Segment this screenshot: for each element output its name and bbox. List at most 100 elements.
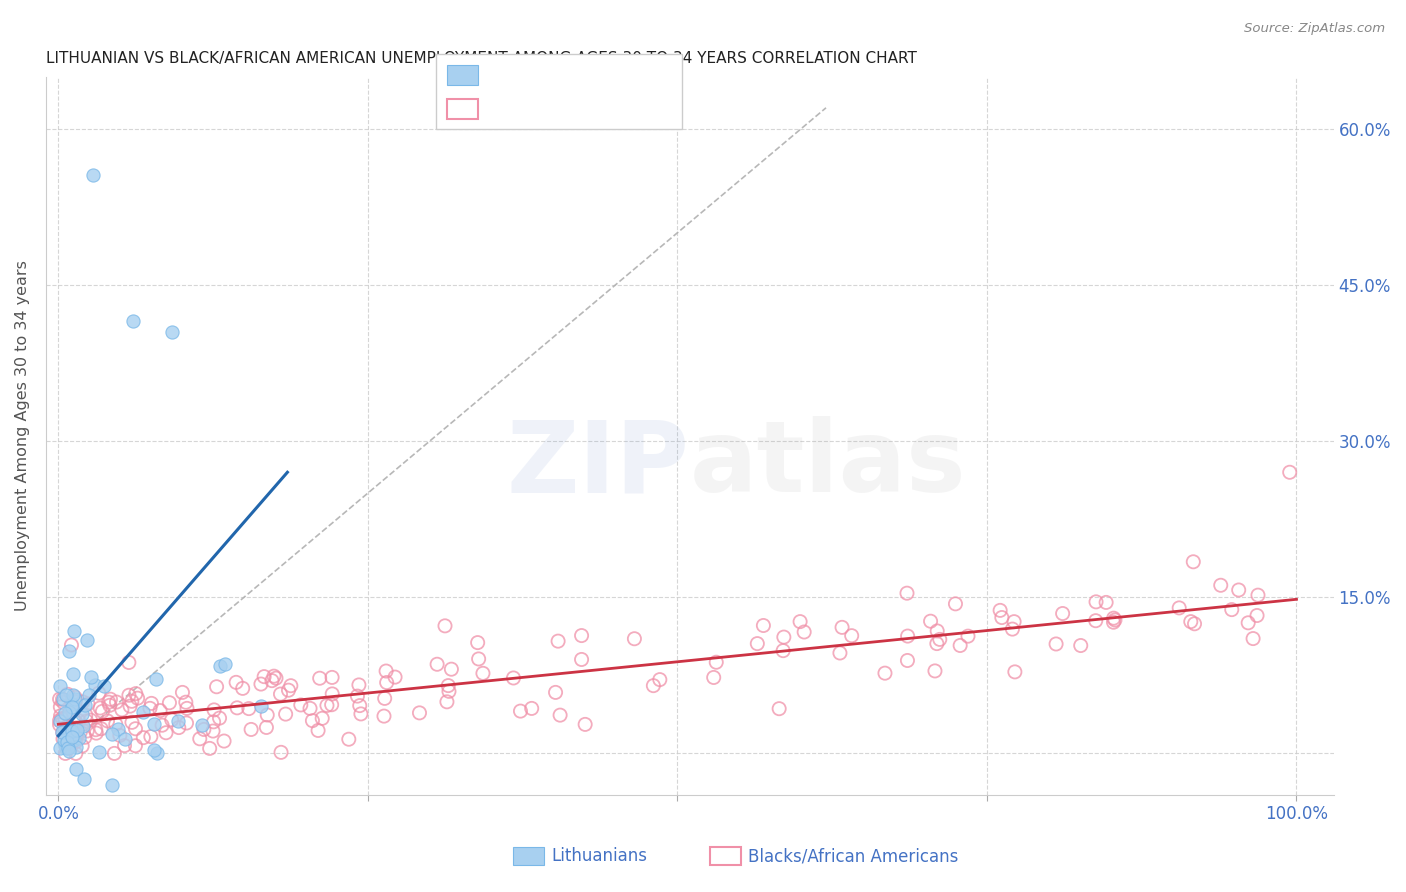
Point [101, 778, 124, 792]
Point [198, 741, 221, 756]
Point [70, 739, 93, 753]
Point [1084, 614, 1107, 628]
Text: 0.779: 0.779 [520, 97, 574, 115]
Point [66, 723, 89, 737]
Point [124, 722, 146, 736]
Text: Source: ZipAtlas.com: Source: ZipAtlas.com [1244, 22, 1385, 36]
Point [193, 723, 215, 737]
Point [1184, 616, 1206, 631]
Point [172, 685, 194, 699]
Point [426, 657, 449, 672]
Point [48, 714, 70, 728]
Point [162, 325, 184, 339]
Point [260, 673, 283, 688]
Point [927, 624, 949, 638]
Point [82, 169, 104, 183]
Point [1220, 602, 1243, 616]
Point [437, 684, 460, 698]
Point [1045, 637, 1067, 651]
Point [155, 725, 177, 739]
Point [52, 725, 75, 739]
Point [772, 643, 794, 657]
Point [48, 741, 70, 756]
Point [208, 711, 231, 725]
Point [48, 692, 70, 706]
Point [301, 714, 323, 728]
Point [238, 701, 260, 715]
Point [79, 713, 101, 727]
Point [214, 657, 236, 671]
Text: N =: N = [591, 97, 638, 115]
Point [321, 687, 343, 701]
Point [256, 708, 278, 723]
Point [574, 717, 596, 731]
Point [108, 728, 131, 742]
Point [1002, 615, 1025, 629]
Point [67, 714, 90, 728]
Point [264, 671, 287, 685]
Point [1246, 608, 1268, 623]
Point [48, 717, 70, 731]
Point [114, 732, 136, 747]
Point [52, 695, 75, 709]
Point [321, 670, 343, 684]
Point [232, 681, 254, 696]
Point [337, 732, 360, 747]
Point [75, 708, 97, 723]
Text: LITHUANIAN VS BLACK/AFRICAN AMERICAN UNEMPLOYMENT AMONG AGES 30 TO 34 YEARS CORR: LITHUANIAN VS BLACK/AFRICAN AMERICAN UNE… [46, 51, 917, 66]
Point [60, 700, 83, 714]
Point [56, 719, 79, 733]
Point [70, 707, 93, 722]
Point [66, 727, 89, 741]
Point [63, 692, 86, 706]
Point [209, 659, 232, 673]
Point [121, 694, 143, 708]
Point [143, 743, 166, 757]
Point [159, 696, 181, 710]
Point [105, 695, 128, 709]
Point [60, 723, 83, 738]
Point [321, 698, 343, 712]
Point [1102, 615, 1125, 630]
Point [1278, 465, 1301, 479]
Point [509, 704, 531, 718]
Point [97, 695, 120, 709]
Point [408, 706, 430, 720]
Point [49, 679, 72, 693]
Point [58, 744, 80, 758]
Point [143, 717, 166, 731]
Point [440, 662, 463, 676]
Text: R =: R = [489, 63, 526, 81]
Point [928, 632, 950, 647]
Point [96, 714, 118, 728]
Point [374, 691, 396, 706]
Point [55, 689, 77, 703]
Point [72, 719, 94, 733]
Point [63, 726, 86, 740]
Point [141, 697, 163, 711]
Point [240, 723, 263, 737]
Point [125, 687, 148, 701]
Point [63, 733, 86, 747]
Point [98, 698, 121, 713]
Point [1004, 665, 1026, 679]
Point [107, 722, 129, 736]
Point [290, 698, 312, 712]
Point [77, 697, 100, 711]
Point [63, 694, 86, 708]
Point [316, 698, 339, 713]
Point [60, 697, 83, 711]
Point [87, 686, 110, 700]
Point [56, 740, 79, 755]
Point [437, 679, 460, 693]
Point [349, 698, 371, 713]
Point [84, 723, 107, 737]
Point [623, 632, 645, 646]
Point [176, 701, 198, 715]
Point [62, 666, 84, 681]
Point [436, 695, 458, 709]
Point [1227, 582, 1250, 597]
Point [91, 704, 114, 718]
Point [991, 610, 1014, 624]
Point [124, 739, 146, 753]
